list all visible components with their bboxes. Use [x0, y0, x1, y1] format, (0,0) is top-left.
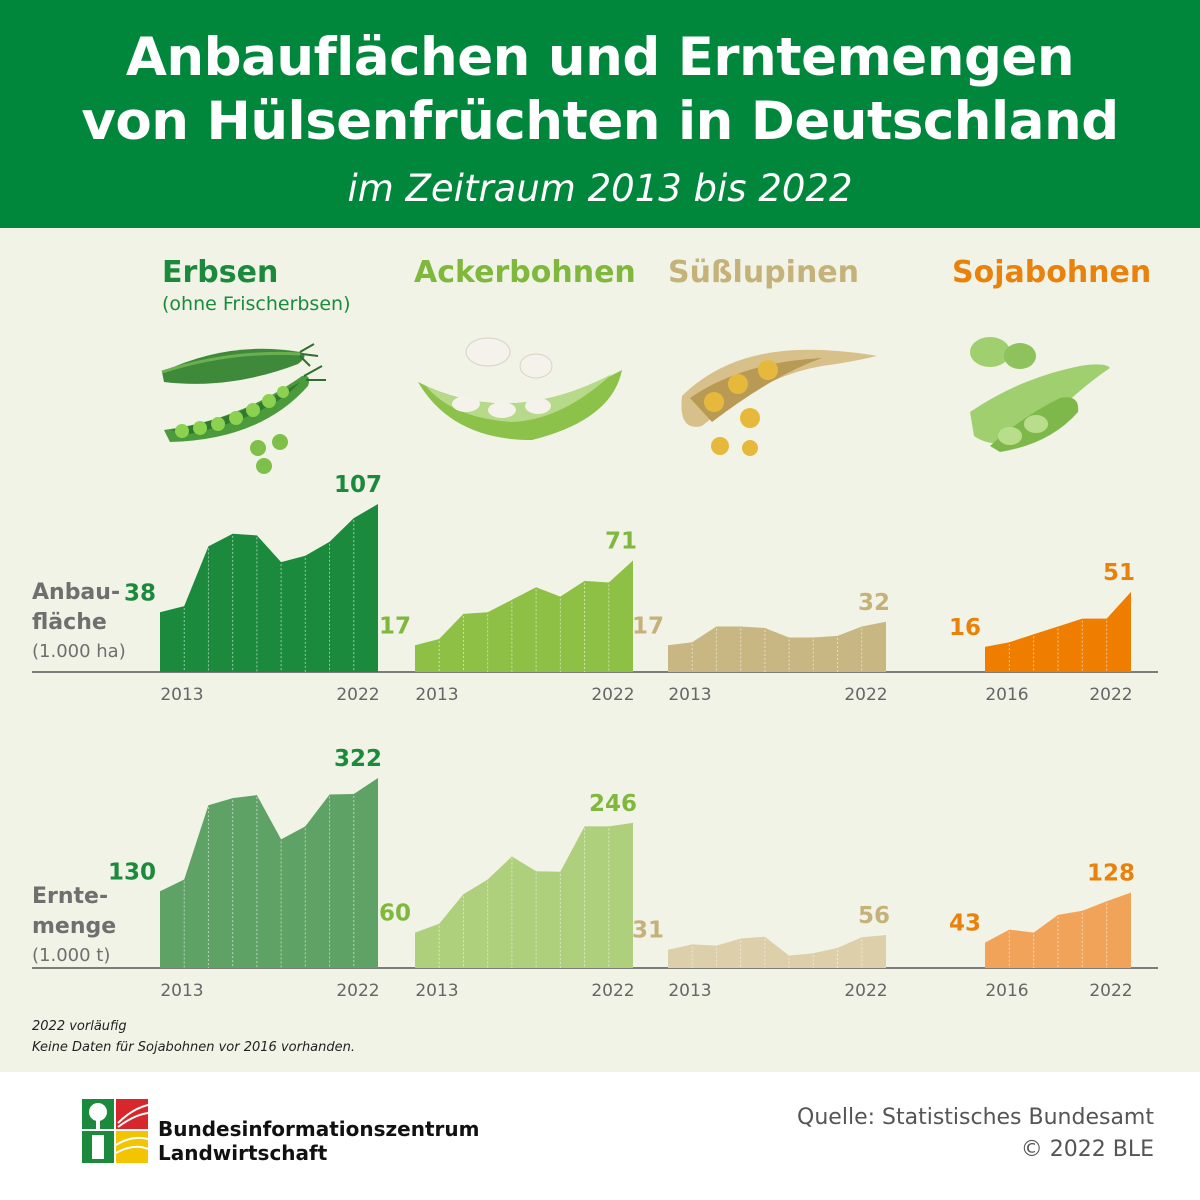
value-label-end: 56: [858, 903, 890, 929]
value-label-start: 31: [632, 918, 664, 944]
x-tick-end: 2022: [336, 685, 379, 705]
area-series: [160, 504, 378, 672]
row-label-area-unit: (1.000 ha): [32, 641, 126, 662]
soybean-illustration: [970, 337, 1110, 452]
value-label-start: 16: [949, 615, 981, 641]
value-label-end: 322: [334, 746, 382, 772]
chart-erbsen-erntemenge: 130 322 2013 2022: [108, 746, 382, 1001]
value-label-start: 38: [124, 580, 156, 606]
value-label-end: 128: [1087, 860, 1135, 886]
value-label-start: 130: [108, 859, 156, 885]
area-series: [415, 560, 633, 672]
crop-title-suesslupinen: Süßlupinen: [668, 255, 860, 290]
x-tick-end: 2022: [844, 685, 887, 705]
value-label-end: 107: [334, 472, 382, 498]
x-tick-start: 2016: [985, 981, 1028, 1001]
chart-süßlupinen-erntemenge: 31 56 2013 2022: [632, 903, 890, 1001]
x-tick-start: 2013: [668, 685, 711, 705]
x-tick-end: 2022: [591, 981, 634, 1001]
area-series: [160, 778, 378, 968]
row-label-harvest-unit: (1.000 t): [32, 945, 111, 966]
value-label-start: 43: [949, 911, 981, 937]
x-tick-start: 2016: [985, 685, 1028, 705]
bzl-logo-icon: [82, 1099, 148, 1163]
row-label-erntemenge: Ernte- menge (1.000 t): [32, 882, 116, 970]
page-subtitle: im Zeitraum 2013 bis 2022: [347, 167, 853, 210]
footer: Bundesinformationszentrum Landwirtschaft…: [0, 1072, 1200, 1200]
value-label-end: 71: [605, 529, 637, 555]
source-line-2: © 2022 BLE: [1020, 1137, 1154, 1162]
organization-name: Bundesinformationszentrum Landwirtschaft: [158, 1117, 479, 1165]
chart-sojabohnen-anbaufläche: 16 51 2016 2022: [949, 560, 1135, 705]
footnotes: 2022 vorläufig Keine Daten für Sojabohne…: [32, 1016, 355, 1058]
area-series: [415, 822, 633, 968]
crop-title-ackerbohnen: Ackerbohnen: [414, 255, 636, 290]
row-label-area-line2: fläche: [32, 610, 107, 635]
org-line-1: Bundesinformationszentrum: [158, 1117, 480, 1141]
source-line-1: Quelle: Statistisches Bundesamt: [797, 1105, 1154, 1130]
area-series: [668, 935, 886, 968]
area-series: [668, 621, 886, 672]
x-tick-end: 2022: [1089, 981, 1132, 1001]
x-tick-start: 2013: [415, 981, 458, 1001]
value-label-start: 60: [379, 901, 411, 927]
fava-bean-illustration: [418, 337, 622, 440]
title-line-1: Anbauflächen und Erntemengen: [125, 27, 1075, 88]
header-banner: Anbauflächen und Erntemengen von Hülsenf…: [0, 0, 1200, 228]
page-title: Anbauflächen und Erntemengen von Hülsenf…: [0, 26, 1200, 154]
source-credit: Quelle: Statistisches Bundesamt © 2022 B…: [797, 1102, 1154, 1166]
value-label-end: 32: [858, 590, 890, 616]
org-line-2: Landwirtschaft: [158, 1141, 328, 1165]
row-label-harvest-line1: Ernte-: [32, 884, 109, 909]
value-label-end: 246: [589, 791, 637, 817]
chart-erbsen-anbaufläche: 38 107 2013 2022: [124, 472, 382, 705]
chart-ackerbohnen-anbaufläche: 17 71 2013 2022: [379, 529, 637, 705]
chart-sojabohnen-erntemenge: 43 128 2016 2022: [949, 860, 1135, 1001]
title-line-2: von Hülsenfrüchten in Deutschland: [81, 91, 1119, 152]
row-label-area-line1: Anbau-: [32, 580, 121, 605]
row-label-anbauflaeche: Anbau- fläche (1.000 ha): [32, 578, 126, 666]
x-tick-start: 2013: [415, 685, 458, 705]
area-series: [985, 591, 1131, 672]
lupin-pod-illustration: [681, 349, 877, 456]
footnote-2: Keine Daten für Sojabohnen vor 2016 vorh…: [32, 1040, 356, 1055]
chart-ackerbohnen-erntemenge: 60 246 2013 2022: [379, 791, 637, 1001]
x-tick-start: 2013: [160, 685, 203, 705]
row-label-harvest-line2: menge: [32, 914, 117, 939]
value-label-end: 51: [1103, 560, 1135, 586]
charts-canvas: 38 107 2013 2022 17 71 2013 2022 17 32 2013 2022 16 5…: [32, 472, 1158, 1001]
x-tick-end: 2022: [591, 685, 634, 705]
pea-pod-illustration: [161, 343, 326, 474]
x-tick-start: 2013: [160, 981, 203, 1001]
footnote-1: 2022 vorläufig: [32, 1019, 127, 1034]
crop-note-erbsen: (ohne Frischerbsen): [162, 293, 351, 315]
value-label-start: 17: [632, 613, 664, 639]
chart-süßlupinen-anbaufläche: 17 32 2013 2022: [632, 590, 890, 705]
crop-title-sojabohnen: Sojabohnen: [952, 255, 1152, 290]
x-tick-end: 2022: [844, 981, 887, 1001]
value-label-start: 17: [379, 613, 411, 639]
crop-title-erbsen: Erbsen: [162, 255, 279, 290]
x-tick-start: 2013: [668, 981, 711, 1001]
x-tick-end: 2022: [336, 981, 379, 1001]
x-tick-end: 2022: [1089, 685, 1132, 705]
